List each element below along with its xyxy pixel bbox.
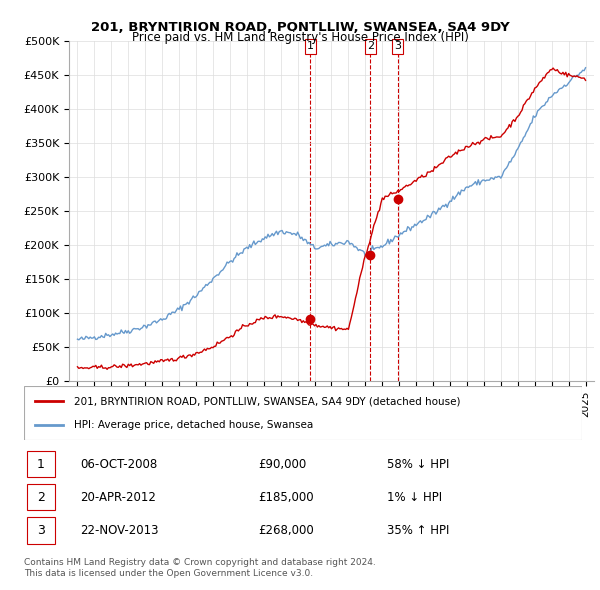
Text: 201, BRYNTIRION ROAD, PONTLLIW, SWANSEA, SA4 9DY (detached house): 201, BRYNTIRION ROAD, PONTLLIW, SWANSEA,… [74, 396, 461, 407]
Text: 2: 2 [37, 490, 44, 504]
FancyBboxPatch shape [27, 451, 55, 477]
Text: 201, BRYNTIRION ROAD, PONTLLIW, SWANSEA, SA4 9DY: 201, BRYNTIRION ROAD, PONTLLIW, SWANSEA,… [91, 21, 509, 34]
Text: 35% ↑ HPI: 35% ↑ HPI [387, 523, 449, 537]
Text: 2: 2 [367, 41, 374, 51]
Text: 20-APR-2012: 20-APR-2012 [80, 490, 155, 504]
Text: 06-OCT-2008: 06-OCT-2008 [80, 457, 157, 471]
Text: This data is licensed under the Open Government Licence v3.0.: This data is licensed under the Open Gov… [24, 569, 313, 578]
Text: 22-NOV-2013: 22-NOV-2013 [80, 523, 158, 537]
Text: 3: 3 [37, 523, 44, 537]
Text: HPI: Average price, detached house, Swansea: HPI: Average price, detached house, Swan… [74, 419, 313, 430]
Text: 1: 1 [37, 457, 44, 471]
FancyBboxPatch shape [27, 517, 55, 543]
Text: £185,000: £185,000 [259, 490, 314, 504]
Text: £90,000: £90,000 [259, 457, 307, 471]
Text: 1% ↓ HPI: 1% ↓ HPI [387, 490, 442, 504]
Text: Contains HM Land Registry data © Crown copyright and database right 2024.: Contains HM Land Registry data © Crown c… [24, 558, 376, 566]
Text: £268,000: £268,000 [259, 523, 314, 537]
Text: 1: 1 [307, 41, 314, 51]
FancyBboxPatch shape [24, 386, 582, 440]
FancyBboxPatch shape [27, 484, 55, 510]
Text: 3: 3 [394, 41, 401, 51]
Text: Price paid vs. HM Land Registry's House Price Index (HPI): Price paid vs. HM Land Registry's House … [131, 31, 469, 44]
Text: 58% ↓ HPI: 58% ↓ HPI [387, 457, 449, 471]
